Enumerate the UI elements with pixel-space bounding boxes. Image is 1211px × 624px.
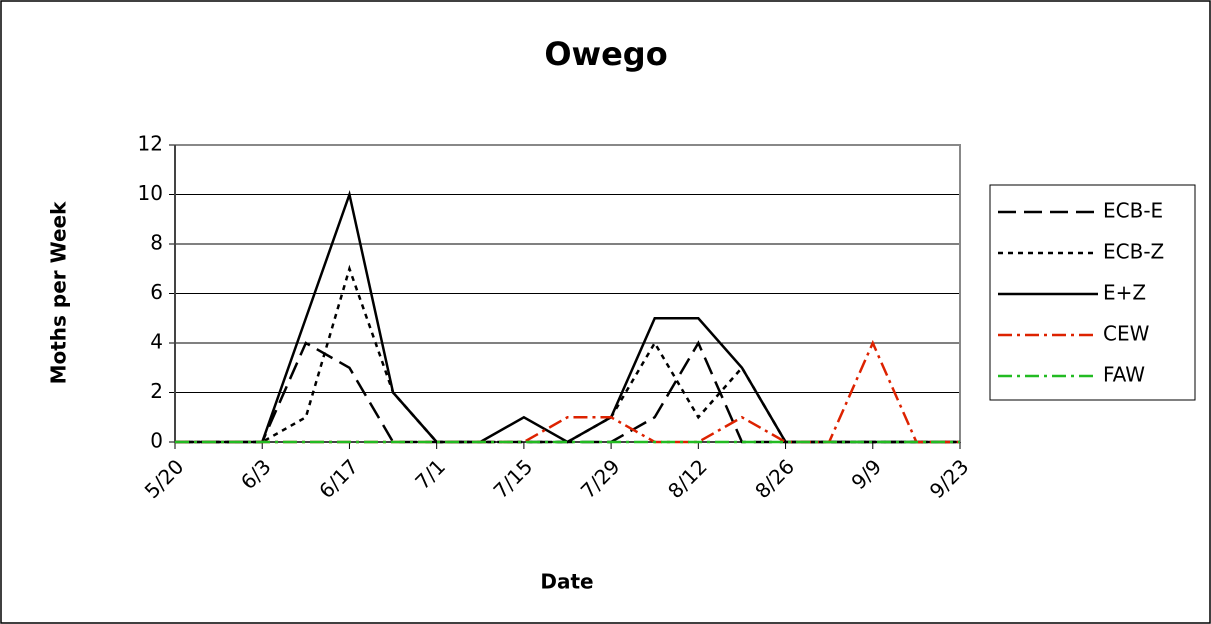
y-axis-label: Moths per Week [47,201,71,384]
y-tick-label: 0 [150,429,163,453]
chart-title: Owego [544,35,667,73]
legend-label: E+Z [1103,281,1146,305]
y-tick-label: 4 [150,330,163,354]
y-tick-label: 12 [138,132,163,156]
legend-label: ECB-Z [1103,240,1164,264]
legend-label: CEW [1103,322,1150,346]
legend-label: FAW [1103,363,1145,387]
legend-label: ECB-E [1103,199,1163,223]
x-axis-label: Date [540,570,593,594]
y-tick-label: 8 [150,231,163,255]
y-tick-label: 6 [150,280,163,304]
y-tick-label: 10 [138,181,163,205]
legend-box [989,184,1196,401]
y-tick-label: 2 [150,379,163,403]
